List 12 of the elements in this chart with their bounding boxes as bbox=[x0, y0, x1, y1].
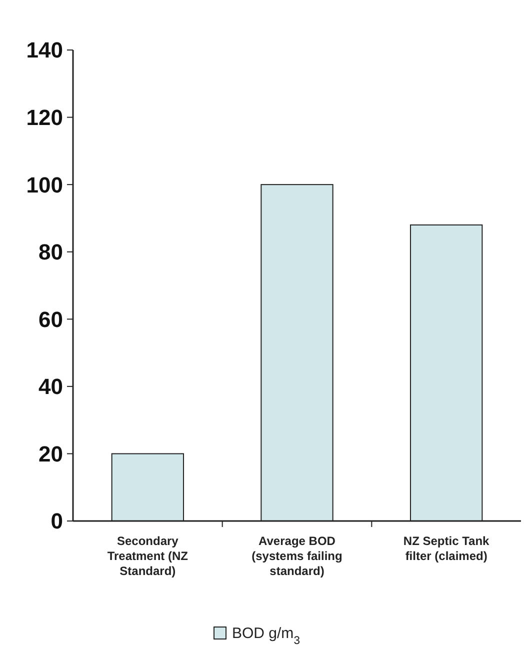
y-tick-label: 140 bbox=[26, 38, 63, 63]
x-tick-label: Average BOD (systems failing standard) bbox=[252, 534, 342, 578]
y-tick-label: 0 bbox=[50, 508, 63, 534]
legend-label: BOD g/m$_{3}$ bbox=[232, 625, 300, 647]
y-tick-label: 80 bbox=[38, 240, 63, 265]
y-tick-label: 120 bbox=[26, 104, 63, 130]
y-tick-label: 60 bbox=[38, 306, 63, 332]
y-tick-label: 40 bbox=[38, 374, 63, 400]
y-tick-label: 20 bbox=[38, 441, 63, 466]
x-tick-label: Secondary Treatment (NZ Standard) bbox=[107, 534, 188, 578]
x-tick-label: NZ Septic Tank filter (claimed) bbox=[403, 534, 490, 563]
y-tick-label: 100 bbox=[26, 172, 63, 198]
